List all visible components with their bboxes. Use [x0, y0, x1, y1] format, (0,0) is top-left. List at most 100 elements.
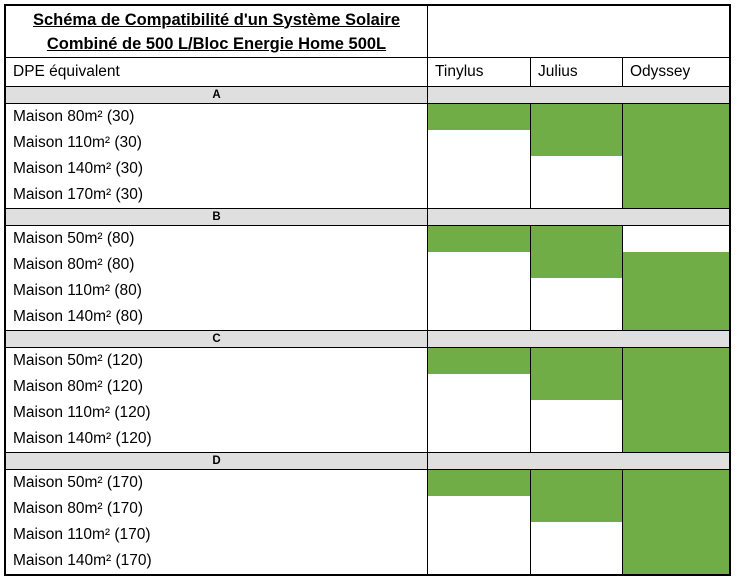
- compat-cell-odyssey: [622, 156, 729, 182]
- band-spacer: [427, 331, 729, 347]
- compat-cell-tinylus: [427, 548, 530, 574]
- table-row: Maison 50m² (80): [6, 226, 729, 252]
- table-row: Maison 80m² (30): [6, 104, 729, 130]
- compat-cell-julius: [530, 252, 622, 278]
- title-blank-cell: [427, 6, 729, 57]
- compatibility-table: Schéma de Compatibilité d'un Système Sol…: [4, 4, 731, 576]
- compat-cell-tinylus: [427, 426, 530, 452]
- row-label: Maison 140m² (80): [13, 308, 144, 325]
- compat-cell-tinylus: [427, 348, 530, 374]
- compat-cell-tinylus: [427, 156, 530, 182]
- table-row: Maison 80m² (170): [6, 496, 729, 522]
- compat-cell-odyssey: [622, 226, 729, 252]
- compat-cell-julius: [530, 182, 622, 208]
- table-row: Maison 110m² (170): [6, 522, 729, 548]
- row-label: Maison 140m² (170): [13, 552, 152, 569]
- compat-cell-odyssey: [622, 278, 729, 304]
- compat-cell-odyssey: [622, 348, 729, 374]
- row-label: Maison 50m² (170): [13, 474, 144, 491]
- band-letter-c: C: [212, 333, 221, 345]
- row-label: Maison 110m² (170): [13, 526, 151, 543]
- row-label: Maison 50m² (80): [13, 230, 135, 247]
- compat-cell-julius: [530, 522, 622, 548]
- table-row: Maison 110m² (80): [6, 278, 729, 304]
- row-label: Maison 170m² (30): [13, 186, 144, 203]
- compat-cell-odyssey: [622, 130, 729, 156]
- table-row: Maison 80m² (120): [6, 374, 729, 400]
- row-label: Maison 110m² (80): [13, 282, 142, 299]
- band-letter-a: A: [212, 89, 221, 101]
- title-row: Schéma de Compatibilité d'un Système Sol…: [6, 6, 729, 57]
- table-row: Maison 50m² (170): [6, 470, 729, 496]
- table-row: Maison 170m² (30): [6, 182, 729, 208]
- row-label: Maison 140m² (30): [13, 160, 144, 177]
- compat-cell-tinylus: [427, 278, 530, 304]
- compat-cell-tinylus: [427, 252, 530, 278]
- compat-cell-julius: [530, 496, 622, 522]
- compat-cell-julius: [530, 548, 622, 574]
- row-label: Maison 110m² (120): [13, 404, 151, 421]
- compat-cell-tinylus: [427, 522, 530, 548]
- compat-cell-odyssey: [622, 426, 729, 452]
- compat-cell-julius: [530, 470, 622, 496]
- compat-cell-julius: [530, 374, 622, 400]
- compat-cell-tinylus: [427, 304, 530, 330]
- compat-cell-julius: [530, 156, 622, 182]
- title-line1: Schéma de Compatibilité d'un Système Sol…: [32, 10, 401, 29]
- band-spacer: [427, 87, 729, 103]
- table-row: Maison 140m² (30): [6, 156, 729, 182]
- column-header-row: DPE équivalent Tinylus Julius Odyssey: [6, 57, 729, 86]
- compat-cell-tinylus: [427, 130, 530, 156]
- compat-cell-odyssey: [622, 400, 729, 426]
- row-label: Maison 80m² (170): [13, 500, 144, 517]
- band-row-a: A: [6, 86, 729, 104]
- table-row: Maison 110m² (120): [6, 400, 729, 426]
- band-row-b: B: [6, 208, 729, 226]
- band-letter-d: D: [212, 455, 221, 467]
- compat-cell-odyssey: [622, 522, 729, 548]
- row-label: Maison 80m² (30): [13, 108, 135, 125]
- compat-cell-julius: [530, 278, 622, 304]
- row-label: Maison 80m² (80): [13, 256, 135, 273]
- compat-cell-julius: [530, 400, 622, 426]
- compat-cell-tinylus: [427, 400, 530, 426]
- compat-cell-odyssey: [622, 496, 729, 522]
- row-label: Maison 110m² (30): [13, 134, 142, 151]
- compat-cell-julius: [530, 226, 622, 252]
- row-label: Maison 50m² (120): [13, 352, 144, 369]
- column-header-odyssey: Odyssey: [622, 58, 729, 86]
- compat-cell-julius: [530, 104, 622, 130]
- compat-cell-odyssey: [622, 374, 729, 400]
- compat-cell-julius: [530, 304, 622, 330]
- column-header-tinylus: Tinylus: [427, 58, 530, 86]
- band-row-d: D: [6, 452, 729, 470]
- band-spacer: [427, 209, 729, 225]
- table-row: Maison 140m² (80): [6, 304, 729, 330]
- compat-cell-tinylus: [427, 226, 530, 252]
- table-title: Schéma de Compatibilité d'un Système Sol…: [6, 6, 427, 57]
- table-row: Maison 140m² (120): [6, 426, 729, 452]
- compat-cell-odyssey: [622, 470, 729, 496]
- band-letter-b: B: [212, 211, 221, 223]
- title-line2: Combiné de 500 L/Bloc Energie Home 500L: [46, 34, 387, 53]
- compat-cell-tinylus: [427, 182, 530, 208]
- compat-cell-tinylus: [427, 470, 530, 496]
- table-row: Maison 110m² (30): [6, 130, 729, 156]
- compat-cell-julius: [530, 130, 622, 156]
- table-row: Maison 50m² (120): [6, 348, 729, 374]
- column-header-julius: Julius: [530, 58, 622, 86]
- compat-cell-odyssey: [622, 548, 729, 574]
- compat-cell-julius: [530, 426, 622, 452]
- band-spacer: [427, 453, 729, 469]
- table-row: Maison 140m² (170): [6, 548, 729, 574]
- row-label: Maison 140m² (120): [13, 430, 152, 447]
- row-label: Maison 80m² (120): [13, 378, 144, 395]
- compat-cell-odyssey: [622, 304, 729, 330]
- compat-cell-julius: [530, 348, 622, 374]
- band-row-c: C: [6, 330, 729, 348]
- compat-cell-tinylus: [427, 496, 530, 522]
- compat-cell-odyssey: [622, 104, 729, 130]
- dpe-equivalent-header: DPE équivalent: [13, 63, 120, 80]
- table-row: Maison 80m² (80): [6, 252, 729, 278]
- compat-cell-odyssey: [622, 182, 729, 208]
